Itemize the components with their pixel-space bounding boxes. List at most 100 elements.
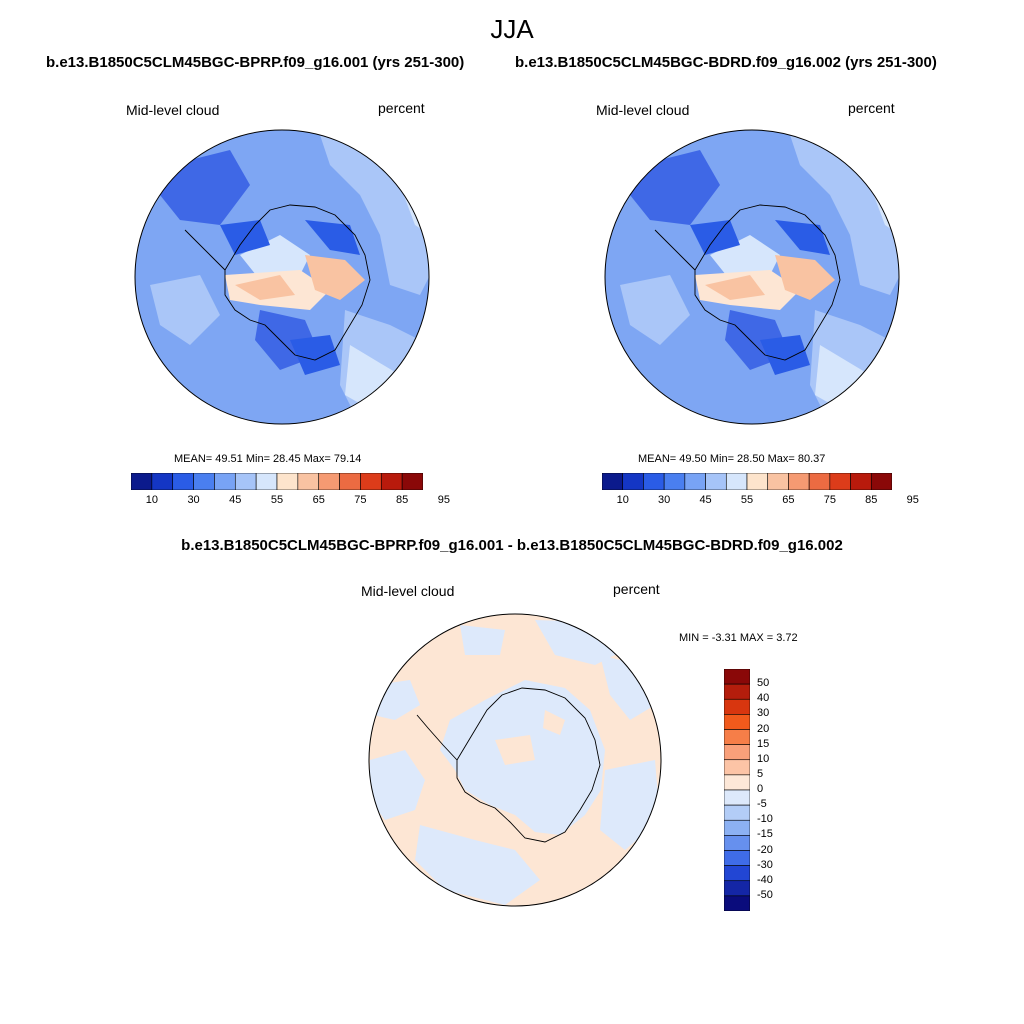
panel-1-field xyxy=(135,130,429,424)
difference-colorbar-swatch xyxy=(724,714,750,730)
panel-1-colorbar xyxy=(131,473,423,490)
panel-2-map-border xyxy=(604,129,900,425)
difference-colorbar-swatch xyxy=(724,880,750,897)
difference-colorbar-swatch xyxy=(724,774,750,791)
panel-1-colorbar-tick-label: 55 xyxy=(270,494,284,506)
panel-2-case-label: b.e13.B1850C5CLM45BGC-BDRD.f09_g16.002 (… xyxy=(515,54,937,71)
difference-colorbar-tick-label: 30 xyxy=(757,707,770,720)
difference-colorbar-swatch xyxy=(724,850,750,866)
difference-colorbar-swatch xyxy=(724,835,750,851)
difference-colorbar-tick-label: 5 xyxy=(757,767,764,780)
difference-colorbar-tick-label: 15 xyxy=(757,737,770,750)
difference-map-border xyxy=(368,613,662,907)
panel-1-map-border xyxy=(134,129,430,425)
panel-2-variable-label: Mid-level cloud xyxy=(596,102,690,118)
difference-units-label: percent xyxy=(613,581,660,597)
difference-colorbar-swatch xyxy=(724,759,750,776)
difference-colorbar-swatch xyxy=(724,698,750,715)
difference-colorbar-swatch xyxy=(724,789,750,806)
panel-2-polar-map xyxy=(604,129,900,425)
difference-colorbar-tick-label: 10 xyxy=(757,752,770,765)
difference-colorbar xyxy=(724,669,750,911)
panel-2-colorbar-swatch xyxy=(767,473,789,490)
panel-1-polar-map xyxy=(134,129,430,425)
panel-1-colorbar-swatch xyxy=(234,473,257,490)
panel-1-variable-label: Mid-level cloud xyxy=(126,102,220,118)
panel-1-colorbar-tick-label: 95 xyxy=(437,494,450,506)
panel-2-peninsula-coastline xyxy=(654,229,696,271)
difference-colorbar-tick-label: -10 xyxy=(757,813,773,826)
panel-1-colorbar-tick-label: 30 xyxy=(187,494,200,506)
panel-1-colorbar-swatch xyxy=(131,473,153,490)
panel-2-colorbar-swatch xyxy=(684,473,706,490)
difference-colorbar-tick-label: -40 xyxy=(757,873,773,886)
panel-1-colorbar-swatch xyxy=(401,473,423,490)
panel-1-colorbar-swatch xyxy=(255,473,278,490)
panel-2-colorbar-swatch xyxy=(850,473,872,490)
difference-antarctic-coastline xyxy=(456,687,601,843)
difference-colorbar-swatch xyxy=(724,804,750,821)
panel-2-colorbar-tick-label: 85 xyxy=(865,494,878,506)
difference-field xyxy=(369,614,661,906)
difference-colorbar-tick-label: -5 xyxy=(757,798,767,811)
panel-1-colorbar-swatch xyxy=(360,473,382,490)
panel-1-colorbar-swatch xyxy=(214,473,236,490)
difference-colorbar-swatch xyxy=(724,819,750,836)
panel-1-colorbar-swatch xyxy=(193,473,215,490)
panel-1-colorbar-tick-label: 45 xyxy=(229,494,242,506)
panel-2-colorbar-tick-label: 45 xyxy=(699,494,712,506)
panel-2-colorbar-swatch xyxy=(808,473,831,490)
difference-colorbar-tick-label: -15 xyxy=(757,828,773,841)
panel-2-colorbar-swatch xyxy=(725,473,748,490)
panel-2-colorbar-tick-label: 95 xyxy=(906,494,919,506)
panel-2-colorbar-swatch xyxy=(602,473,624,490)
difference-colorbar-swatch xyxy=(724,729,750,745)
panel-1-colorbar-swatch xyxy=(318,473,340,490)
difference-colorbar-tick-label: -30 xyxy=(757,858,773,871)
panel-2-colorbar-swatch xyxy=(829,473,851,490)
panel-2-antarctic-coastline xyxy=(694,204,841,361)
panel-2-colorbar-swatch xyxy=(788,473,810,490)
panel-2-units-label: percent xyxy=(848,100,895,116)
difference-colorbar-swatch xyxy=(724,865,750,882)
main-title: JJA xyxy=(490,14,534,44)
panel-1-units-label: percent xyxy=(378,100,425,116)
panel-1-colorbar-swatch xyxy=(380,473,403,490)
panel-1-antarctic-coastline xyxy=(224,204,371,361)
panel-2-colorbar-ticks: 10 30 45 55 65 75 85 95 xyxy=(602,494,919,508)
panel-2-colorbar-swatch xyxy=(746,473,769,490)
difference-colorbar-tick-label: 50 xyxy=(757,677,770,690)
difference-title: b.e13.B1850C5CLM45BGC-BPRP.f09_g16.001 -… xyxy=(181,537,843,554)
panel-2-colorbar-tick-label: 55 xyxy=(740,494,754,506)
difference-colorbar-tick-label: -50 xyxy=(757,888,773,901)
panel-2-colorbar-tick-label: 30 xyxy=(658,494,671,506)
difference-colorbar-swatch xyxy=(724,744,750,761)
difference-peninsula-coastline xyxy=(416,714,458,761)
panel-1-colorbar-tick-label: 65 xyxy=(312,494,325,506)
panel-2-colorbar-swatch xyxy=(643,473,665,490)
difference-stats: MIN = -3.31 MAX = 3.72 xyxy=(679,632,798,644)
panel-1-colorbar-tick-label: 75 xyxy=(354,494,367,506)
difference-colorbar-tick-label: 40 xyxy=(757,692,770,705)
difference-polar-map xyxy=(368,613,662,907)
panel-2-colorbar-tick-label: 65 xyxy=(782,494,795,506)
panel-1-colorbar-swatch xyxy=(339,473,361,490)
panel-1-colorbar-tick-label: 10 xyxy=(145,494,158,506)
panel-2-colorbar-swatch xyxy=(870,473,892,490)
panel-2-colorbar-swatch xyxy=(622,473,644,490)
panel-1-colorbar-swatch xyxy=(151,473,174,490)
difference-colorbar-tick-label: -20 xyxy=(757,843,773,856)
difference-variable-label: Mid-level cloud xyxy=(361,583,455,599)
panel-2-colorbar xyxy=(602,473,892,490)
difference-colorbar-tick-label: 20 xyxy=(757,722,770,735)
difference-colorbar-ticks: 50 40 30 20 15 10 5 0 -5 -10 -15 -20 -30 -40 -50 xyxy=(757,669,797,911)
panel-1-colorbar-swatch xyxy=(172,473,194,490)
difference-colorbar-tick-label: 0 xyxy=(757,783,764,795)
panel-1-stats: MEAN= 49.51 Min= 28.45 Max= 79.14 xyxy=(174,453,362,465)
difference-colorbar-swatch xyxy=(724,683,750,700)
panel-2-colorbar-swatch xyxy=(663,473,686,490)
panel-1-peninsula-coastline xyxy=(184,229,226,271)
panel-1-colorbar-swatch xyxy=(297,473,320,490)
panel-1-colorbar-tick-label: 85 xyxy=(396,494,409,506)
panel-2-colorbar-tick-label: 75 xyxy=(823,494,836,506)
